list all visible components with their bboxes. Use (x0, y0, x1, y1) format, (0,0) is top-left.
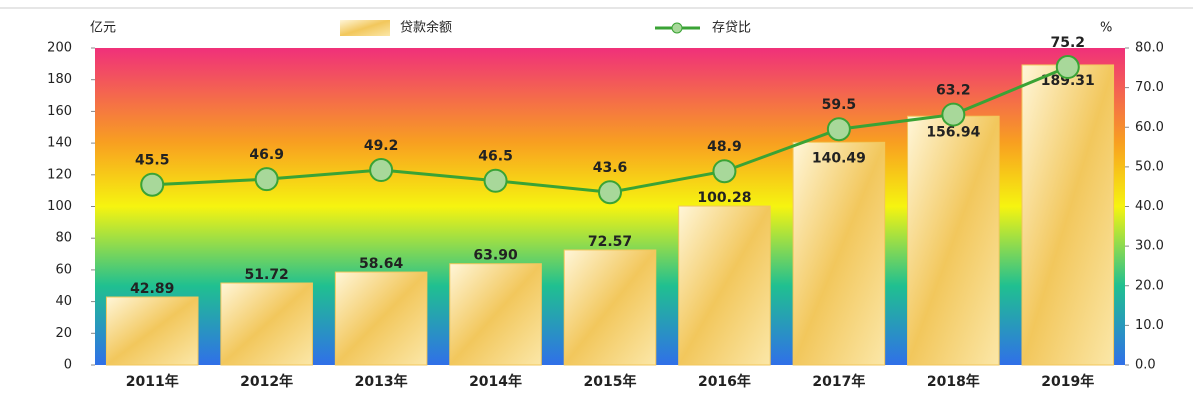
bar-value-label: 58.64 (359, 256, 404, 272)
bar (678, 205, 771, 366)
y2-tick-label: 30.0 (1135, 239, 1164, 254)
line-value-label: 46.9 (249, 147, 284, 163)
legend-label: 存贷比 (712, 21, 751, 36)
line-marker (369, 158, 394, 183)
bar (334, 271, 428, 366)
y-tick-label: 120 (47, 167, 72, 182)
y-tick-label: 20 (55, 326, 72, 341)
x-tick-label: 2017年 (812, 373, 865, 390)
x-tick-label: 2011年 (126, 373, 179, 390)
line-marker (1055, 55, 1080, 80)
legend-swatch-bar (340, 20, 390, 36)
line-marker (712, 159, 737, 184)
line-marker (941, 102, 966, 127)
line-value-label: 59.5 (822, 97, 857, 113)
x-tick-label: 2012年 (240, 373, 293, 390)
bar-value-label: 156.94 (926, 124, 980, 140)
y-tick-label: 180 (47, 72, 72, 87)
x-tick-label: 2015年 (584, 373, 637, 390)
legend-label: 贷款余额 (400, 20, 452, 36)
bar (105, 296, 199, 366)
bar (563, 249, 657, 366)
y2-tick-label: 60.0 (1135, 120, 1164, 135)
legend-swatch-marker (671, 22, 683, 34)
bar-value-label: 100.28 (697, 190, 751, 206)
bar-value-label: 189.31 (1041, 73, 1095, 89)
line-value-label: 46.5 (478, 149, 513, 165)
bar (449, 263, 542, 366)
bar-value-label: 72.57 (588, 234, 632, 250)
bar-value-label: 42.89 (130, 281, 174, 297)
bar (220, 282, 313, 366)
line-value-label: 48.9 (707, 139, 742, 155)
x-tick-label: 2018年 (927, 373, 980, 390)
line-marker (254, 167, 279, 192)
x-tick-label: 2013年 (355, 373, 408, 390)
line-value-label: 45.5 (135, 153, 170, 169)
bar-value-label: 140.49 (812, 150, 866, 166)
y-tick-label: 200 (47, 41, 72, 56)
line-value-label: 49.2 (364, 138, 399, 154)
bar (792, 141, 886, 366)
y2-tick-label: 40.0 (1135, 199, 1164, 214)
y2-tick-label: 50.0 (1135, 159, 1164, 174)
y-tick-label: 80 (55, 231, 72, 246)
x-tick-label: 2019年 (1041, 373, 1094, 390)
bar-value-label: 51.72 (245, 267, 289, 283)
y-axis-title: 亿元 (90, 21, 116, 36)
bar (1021, 64, 1115, 366)
y-tick-label: 60 (55, 262, 72, 277)
x-tick-label: 2016年 (698, 373, 751, 390)
y-tick-label: 160 (47, 104, 72, 119)
line-marker (598, 180, 622, 205)
line-marker (483, 168, 508, 193)
y-tick-label: 40 (55, 294, 72, 309)
y2-axis-title: % (1100, 21, 1112, 36)
y2-tick-label: 10.0 (1135, 318, 1164, 333)
y-tick-label: 0 (64, 358, 72, 373)
x-tick-label: 2014年 (469, 373, 522, 390)
line-value-label: 43.6 (593, 160, 628, 176)
line-value-label: 75.2 (1051, 35, 1086, 51)
line-marker (826, 117, 851, 142)
bar-value-label: 63.90 (473, 248, 518, 264)
y2-tick-label: 20.0 (1135, 278, 1164, 293)
line-marker (140, 172, 165, 197)
y-tick-label: 100 (47, 199, 72, 214)
y2-tick-label: 80.0 (1135, 41, 1164, 56)
bar (907, 115, 1000, 366)
y2-tick-label: 70.0 (1135, 80, 1164, 95)
line-value-label: 63.2 (936, 83, 971, 99)
y-tick-label: 140 (47, 136, 72, 151)
y2-tick-label: 0.0 (1135, 358, 1156, 373)
